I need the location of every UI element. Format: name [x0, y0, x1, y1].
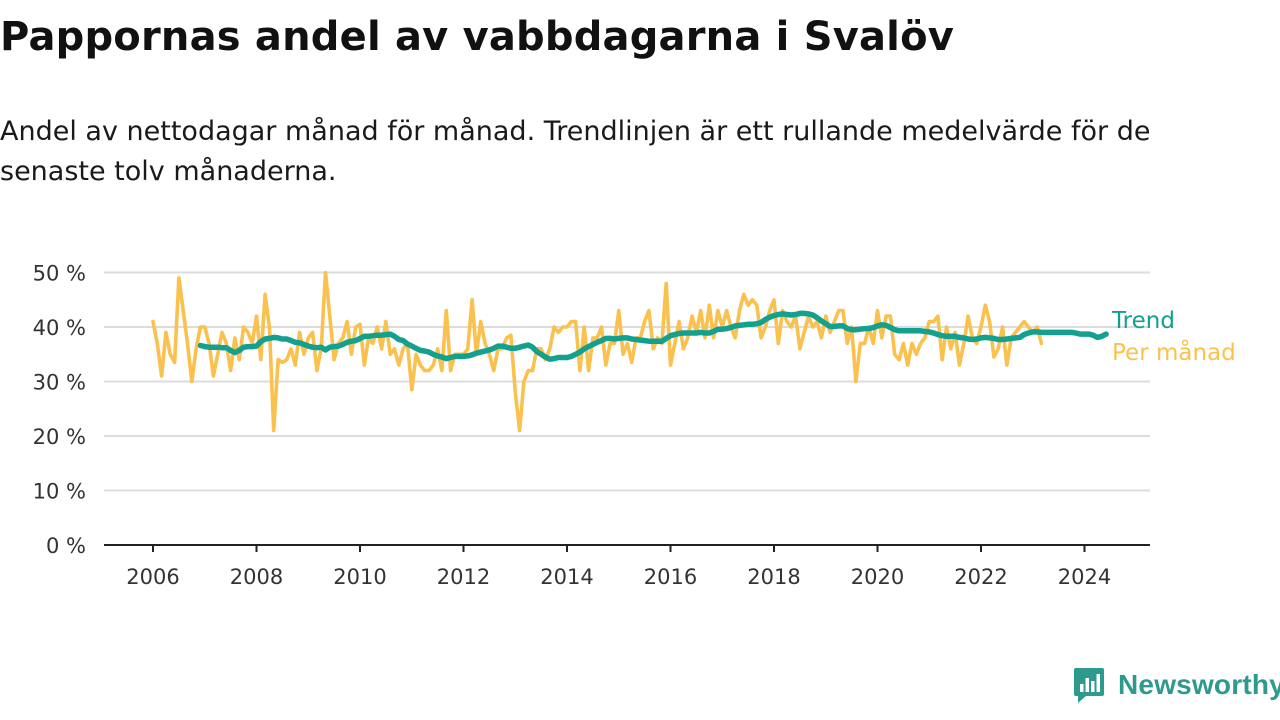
- x-tick-label: 2018: [747, 565, 800, 589]
- x-tick-label: 2022: [954, 565, 1007, 589]
- x-tick-label: 2008: [230, 565, 283, 589]
- x-axis: [104, 544, 1150, 552]
- chart-title: Pappornas andel av vabbdagarna i Svalöv: [0, 14, 955, 60]
- y-axis-labels: 0 % 10 % 20 % 30 % 40 % 50 %: [33, 262, 86, 559]
- brand-name: Newsworthy: [1118, 669, 1280, 700]
- x-tick-label: 2024: [1058, 565, 1111, 589]
- legend: Per månad Trend: [1111, 308, 1236, 366]
- y-tick-label: 10 %: [33, 480, 86, 504]
- y-tick-label: 40 %: [33, 316, 86, 340]
- x-tick-label: 2012: [437, 565, 490, 589]
- x-tick-label: 2006: [126, 565, 179, 589]
- series-lines: [151, 270, 1109, 433]
- gridlines: [104, 271, 1150, 492]
- y-tick-label: 30 %: [33, 371, 86, 395]
- x-tick-label: 2016: [644, 565, 697, 589]
- brand-footer: Newsworthy: [1072, 665, 1280, 705]
- x-tick-label: 2010: [333, 565, 386, 589]
- x-tick-label: 2020: [851, 565, 904, 589]
- chart-subtitle: Andel av nettodagar månad för månad. Tre…: [0, 116, 1151, 187]
- bar-chart-speech-bubble-icon: [1074, 668, 1104, 703]
- legend-label-trend: Trend: [1111, 308, 1175, 334]
- monthly-line: [151, 270, 1044, 433]
- x-axis-labels: 2006 2008 2010 2012 2014 2016 2018 2020 2022 2024: [126, 565, 1111, 589]
- y-tick-label: 20 %: [33, 425, 86, 449]
- y-tick-label: 0 %: [46, 534, 86, 558]
- y-tick-label: 50 %: [33, 262, 86, 286]
- trend-line: [197, 310, 1109, 362]
- x-tick-label: 2014: [540, 565, 593, 589]
- legend-label-monthly: Per månad: [1112, 338, 1236, 366]
